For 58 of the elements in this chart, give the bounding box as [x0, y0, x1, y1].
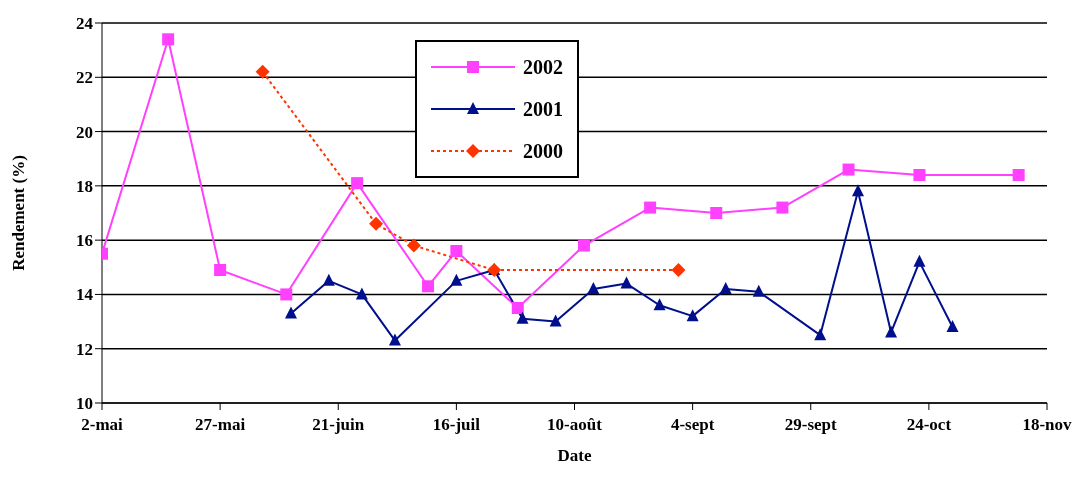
point	[653, 298, 666, 311]
point	[710, 207, 723, 219]
y-tick-label: 16	[76, 231, 93, 251]
point	[913, 254, 926, 267]
point	[776, 201, 789, 214]
point	[885, 325, 898, 338]
point	[511, 302, 524, 314]
y-tick-label: 10	[76, 394, 93, 414]
point	[644, 201, 657, 214]
x-tick-label: 16-juil	[432, 415, 481, 435]
point	[450, 273, 463, 286]
point	[852, 184, 864, 197]
y-tick-label: 12	[76, 339, 93, 359]
point	[719, 282, 732, 294]
point	[450, 245, 463, 257]
x-tick-label: 2-mai	[81, 415, 124, 435]
x-tick-label: 18-nov	[1022, 415, 1073, 435]
x-tick-label: 21-juin	[312, 415, 365, 435]
point	[406, 238, 421, 253]
point	[913, 169, 926, 181]
x-axis-title: Date	[557, 446, 592, 465]
point	[388, 333, 401, 346]
y-tick-label: 14	[76, 285, 94, 305]
point	[214, 264, 227, 276]
legend-label: 2001	[523, 97, 563, 121]
x-tick-label: 29-sept	[784, 415, 838, 435]
point	[549, 314, 562, 327]
point	[671, 263, 686, 277]
point	[946, 320, 959, 332]
x-tick-label: 24-oct	[906, 415, 952, 435]
y-tick-label: 20	[76, 122, 93, 142]
x-tick-label: 4-sept	[670, 415, 715, 435]
x-tick-label: 10-août	[547, 415, 603, 435]
point	[686, 309, 699, 322]
point	[752, 284, 765, 297]
point	[351, 177, 364, 190]
point	[322, 273, 335, 286]
point	[280, 288, 293, 301]
legend-label: 2002	[523, 55, 563, 79]
point	[285, 306, 297, 319]
y-tick-label: 22	[76, 68, 93, 88]
point	[1012, 169, 1025, 181]
point	[577, 239, 590, 252]
point	[355, 287, 368, 300]
point	[516, 311, 529, 324]
y-tick-label: 18	[76, 176, 93, 196]
point	[814, 328, 827, 341]
point	[162, 33, 175, 46]
y-tick-label: 24	[76, 14, 94, 34]
point	[587, 282, 600, 294]
legend-label: 2000	[523, 139, 563, 163]
x-tick-label: 27-mai	[195, 415, 246, 435]
point	[255, 64, 270, 79]
point	[842, 163, 855, 176]
point	[369, 216, 384, 231]
point	[620, 276, 633, 289]
point	[422, 280, 435, 293]
y-axis-title: Rendement (%)	[9, 155, 29, 271]
